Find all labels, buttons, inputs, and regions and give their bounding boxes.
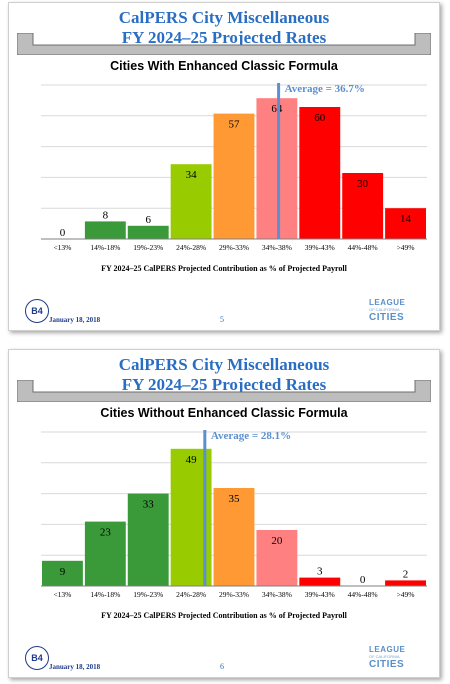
- b4-logo: B4: [25, 646, 49, 670]
- data-label: 0: [60, 227, 66, 239]
- footer-date: January 18, 2018: [49, 663, 101, 671]
- bar-29%-33%: [213, 488, 255, 586]
- x-tick-label: 34%-38%: [262, 243, 292, 252]
- data-label: 20: [271, 535, 283, 547]
- average-label: Average = 28.1%: [211, 430, 291, 442]
- bar->49%: [385, 208, 426, 239]
- bar-34%-38%: [256, 98, 298, 239]
- bar-19%-23%: [127, 493, 169, 586]
- x-tick-label: <13%: [53, 590, 71, 599]
- bar->49%: [385, 580, 426, 586]
- data-label: 6: [145, 214, 151, 226]
- slide-title-line1: CalPERS City Miscellaneous: [118, 8, 330, 27]
- data-label: 0: [360, 574, 366, 586]
- slide-5: CalPERS City Miscellaneous FY 2024–25 Pr…: [8, 2, 440, 331]
- data-label: 33: [143, 499, 155, 511]
- x-tick-label: >49%: [397, 243, 415, 252]
- chart-title: Cities Without Enhanced Classic Formula: [100, 406, 348, 420]
- slide-title-line2: FY 2024–25 Projected Rates: [121, 28, 327, 47]
- data-label: 2: [403, 568, 409, 580]
- bar-19%-23%: [127, 225, 169, 239]
- chart-without-enhanced: Cities Without Enhanced Classic Formula 9…: [41, 406, 427, 620]
- bar-39%-43%: [299, 107, 341, 239]
- slide-6: CalPERS City Miscellaneous FY 2024–25 Pr…: [8, 349, 440, 678]
- data-label: 60: [314, 112, 326, 124]
- data-label: 34: [186, 169, 198, 181]
- bar-34%-38%: [256, 530, 298, 586]
- x-tick-label: 39%-43%: [305, 243, 335, 252]
- title-band: [17, 33, 431, 55]
- x-tick-label: 29%-33%: [219, 590, 249, 599]
- x-tick-label: 44%-48%: [348, 590, 378, 599]
- x-tick-label: 39%-43%: [305, 590, 335, 599]
- x-tick-label: 19%-23%: [133, 243, 163, 252]
- league-cities-logo: LEAGUE OF CALIFORNIA CITIES: [369, 645, 406, 670]
- league-cities-logo: LEAGUE OF CALIFORNIA CITIES: [369, 298, 406, 323]
- slide-title-line1: CalPERS City Miscellaneous: [118, 355, 330, 374]
- b4-logo: B4: [25, 299, 49, 323]
- page-number: 5: [220, 315, 224, 324]
- x-tick-label: 14%-18%: [90, 590, 120, 599]
- data-label: 23: [100, 527, 112, 539]
- x-tick-label: 29%-33%: [219, 243, 249, 252]
- page-number: 6: [220, 662, 224, 671]
- x-tick-label: 44%-48%: [348, 243, 378, 252]
- chart-title: Cities With Enhanced Classic Formula: [110, 59, 339, 73]
- data-label: 49: [186, 454, 198, 466]
- data-label: 57: [229, 119, 241, 131]
- x-tick-label: <13%: [53, 243, 71, 252]
- x-tick-label: 14%-18%: [90, 243, 120, 252]
- bar-44%-48%: [342, 173, 384, 239]
- data-label: 8: [103, 209, 109, 221]
- x-tick-label: >49%: [397, 590, 415, 599]
- x-tick-label: 34%-38%: [262, 590, 292, 599]
- bar-29%-33%: [213, 113, 255, 239]
- slide-title-line2: FY 2024–25 Projected Rates: [121, 375, 327, 394]
- data-label: 14: [400, 213, 412, 225]
- bar-39%-43%: [299, 577, 341, 586]
- bar-14%-18%: [84, 221, 126, 239]
- data-label: 30: [357, 178, 369, 190]
- data-label: 3: [317, 566, 323, 578]
- x-tick-label: 24%-28%: [176, 590, 206, 599]
- average-label: Average = 36.7%: [285, 83, 365, 95]
- footer-date: January 18, 2018: [49, 316, 101, 324]
- x-tick-label: 24%-28%: [176, 243, 206, 252]
- bar-<13%: [42, 560, 83, 586]
- data-label: 35: [229, 493, 241, 505]
- data-label: 9: [60, 566, 66, 578]
- title-band: [17, 380, 431, 402]
- x-axis-title: FY 2024–25 CalPERS Projected Contributio…: [101, 611, 347, 620]
- x-tick-label: 19%-23%: [133, 590, 163, 599]
- bar-14%-18%: [84, 521, 126, 586]
- x-axis-title: FY 2024–25 CalPERS Projected Contributio…: [101, 264, 347, 273]
- chart-enhanced: Cities With Enhanced Classic Formula 0 <13…: [41, 59, 427, 273]
- bar-24%-28%: [170, 164, 212, 239]
